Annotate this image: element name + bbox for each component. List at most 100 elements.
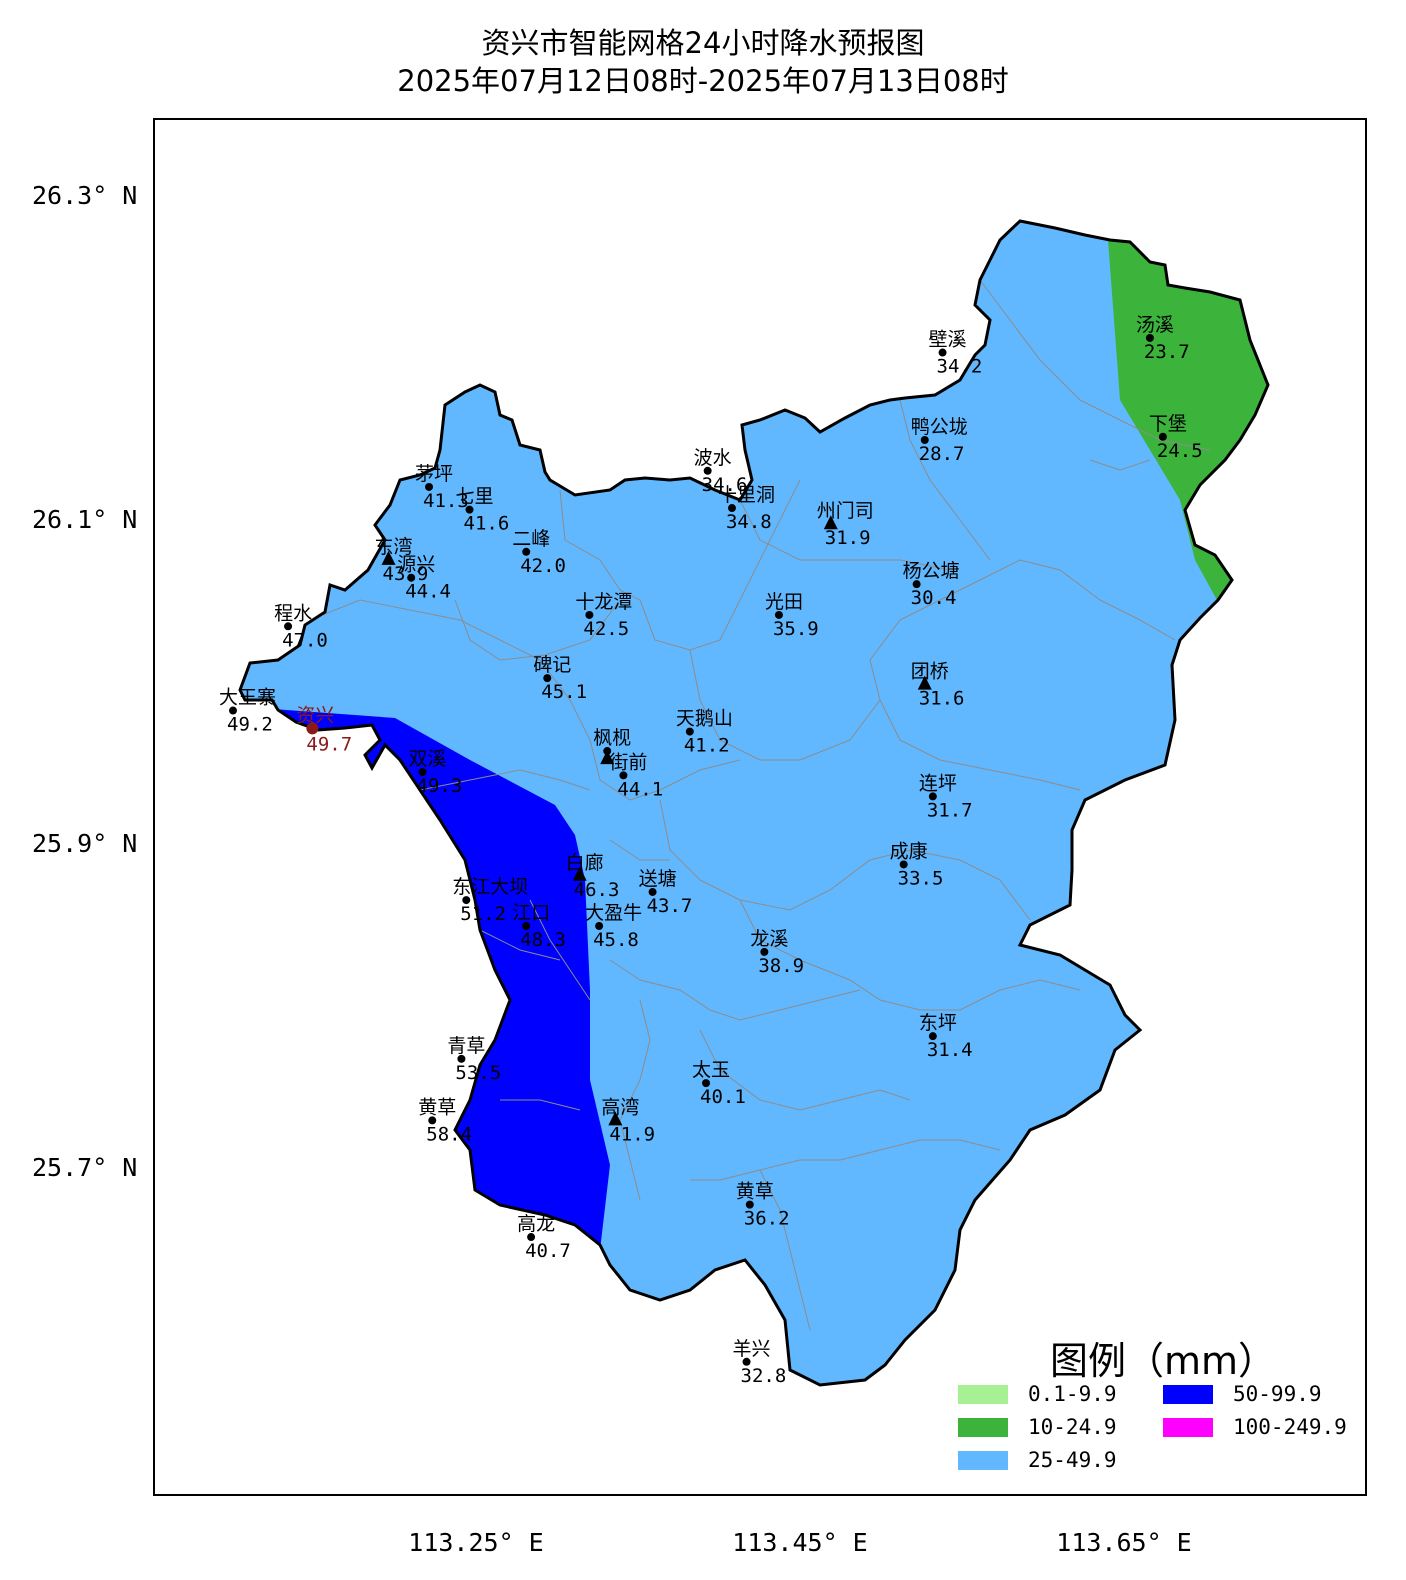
- station-name: 大盈牛: [585, 902, 642, 924]
- station-name: 东江大坝: [452, 876, 528, 898]
- legend-label: 10-24.9: [1028, 1415, 1117, 1439]
- lon-label-113-45: 113.45° E: [732, 1528, 868, 1557]
- legend-label: 100-249.9: [1233, 1415, 1347, 1439]
- station-dot-marker: [527, 1233, 536, 1242]
- station-26: 成康 33.5: [890, 840, 944, 889]
- station-value: 42.0: [520, 555, 566, 577]
- station-25: 连坪 31.7: [919, 772, 973, 821]
- station-value: 53.5: [455, 1062, 501, 1084]
- map-title: 资兴市智能网格24小时降水预报图: [481, 26, 925, 60]
- station-name: 壁溪: [929, 329, 967, 351]
- station-20: 天鹅山 41.2: [676, 708, 733, 757]
- station-value: 31.6: [919, 688, 965, 710]
- station-dot-marker: [685, 727, 694, 736]
- station-name: 州门司: [817, 500, 874, 522]
- station-dot-marker: [745, 1200, 754, 1209]
- station-dot-marker: [522, 547, 531, 556]
- station-5: 十里洞 34.8: [718, 484, 775, 533]
- station-dot-marker: [595, 922, 604, 930]
- station-value: 48.3: [520, 929, 566, 951]
- station-name: 源兴: [397, 554, 435, 576]
- station-triangle-marker: [917, 675, 932, 690]
- lon-label-113-65: 113.65° E: [1056, 1528, 1192, 1557]
- station-value: 31.4: [927, 1039, 973, 1061]
- station-value: 34.2: [937, 356, 983, 378]
- legend-swatch: [1163, 1418, 1213, 1437]
- station-name: 青草: [447, 1035, 485, 1057]
- station-name: 高龙: [517, 1213, 555, 1235]
- station-dot-marker: [284, 622, 293, 631]
- station-dot-marker: [760, 947, 769, 956]
- station-dot-marker: [585, 610, 594, 619]
- legend-swatch: [958, 1385, 1008, 1404]
- station-name: 黄草: [736, 1181, 774, 1203]
- station-name: 十里洞: [718, 484, 775, 506]
- station-38: 黄草 36.2: [736, 1181, 790, 1230]
- station-11: 源兴 44.4: [397, 554, 451, 603]
- station-19: 资兴 49.7: [296, 704, 352, 755]
- station-17: 团桥 31.6: [911, 661, 965, 710]
- station-name: 天鹅山: [676, 708, 733, 730]
- station-value: 28.7: [919, 443, 965, 465]
- legend-swatch: [958, 1418, 1008, 1437]
- lat-label-25-9: 25.9° N: [32, 829, 138, 858]
- legend-label: 25-49.9: [1028, 1448, 1117, 1472]
- station-name: 光田: [765, 591, 803, 613]
- station-name: 送塘: [639, 868, 677, 890]
- station-dot-marker: [1158, 432, 1167, 441]
- legend-swatch: [1163, 1385, 1213, 1404]
- map-frame: [153, 118, 1367, 1496]
- station-value: 41.3: [423, 490, 469, 512]
- station-dot-marker: [774, 610, 783, 619]
- station-name: 东湾: [375, 536, 413, 558]
- station-36: 黄草 58.4: [418, 1096, 472, 1145]
- station-name: 碑记: [533, 654, 571, 676]
- station-dot-marker: [428, 1116, 437, 1125]
- station-triangle-marker: [608, 1111, 623, 1126]
- station-dot-marker: [703, 466, 712, 475]
- station-dot-marker: [648, 887, 657, 896]
- station-value: 31.7: [927, 799, 973, 821]
- station-value: 49.7: [306, 733, 352, 755]
- legend-label: 0.1-9.9: [1028, 1382, 1117, 1406]
- station-value: 45.1: [541, 681, 587, 703]
- station-value: 38.9: [758, 955, 804, 977]
- station-name: 龙溪: [750, 928, 788, 950]
- station-name: 双溪: [409, 748, 447, 770]
- station-value: 23.7: [1144, 341, 1190, 363]
- station-4: 波水 34.6: [694, 447, 748, 496]
- station-value: 41.2: [684, 735, 730, 757]
- station-dot-marker: [522, 922, 531, 930]
- station-23: 街前 44.1: [609, 751, 663, 800]
- station-name: 汤溪: [1136, 314, 1174, 336]
- station-8: 七里 41.6: [456, 486, 510, 535]
- station-value: 43.9: [383, 563, 429, 585]
- station-name: 杨公塘: [903, 560, 960, 582]
- station-value: 40.1: [700, 1086, 746, 1108]
- station-24: 双溪 49.3: [409, 748, 463, 797]
- station-value: 58.4: [426, 1123, 472, 1145]
- station-name: 茅坪: [415, 463, 453, 485]
- station-value: 45.8: [593, 929, 639, 951]
- station-value: 35.9: [773, 618, 819, 640]
- station-14: 光田 35.9: [765, 591, 819, 640]
- station-7: 茅坪 41.3: [415, 463, 469, 512]
- station-dot-marker: [543, 674, 552, 683]
- legend-title: 图例（mm）: [1050, 1339, 1277, 1383]
- station-value: 24.5: [1157, 440, 1203, 462]
- station-value: 46.3: [574, 879, 620, 901]
- station-value: 34.8: [726, 511, 772, 533]
- station-name: 街前: [609, 751, 647, 773]
- station-value: 42.5: [583, 618, 629, 640]
- map-subtitle: 2025年07月12日08时-2025年07月13日08时: [397, 64, 1009, 98]
- station-name: 二峰: [512, 528, 550, 550]
- station-name: 十龙潭: [575, 591, 632, 613]
- station-3: 鸭公垅 28.7: [911, 416, 968, 465]
- station-28: 送塘 43.7: [639, 868, 693, 917]
- station-16: 碑记 45.1: [533, 654, 587, 703]
- station-dot-marker: [457, 1054, 466, 1063]
- station-29: 东江大坝 51.2: [452, 876, 528, 925]
- station-dot-marker: [702, 1079, 711, 1088]
- station-12: 杨公塘 30.4: [903, 560, 960, 609]
